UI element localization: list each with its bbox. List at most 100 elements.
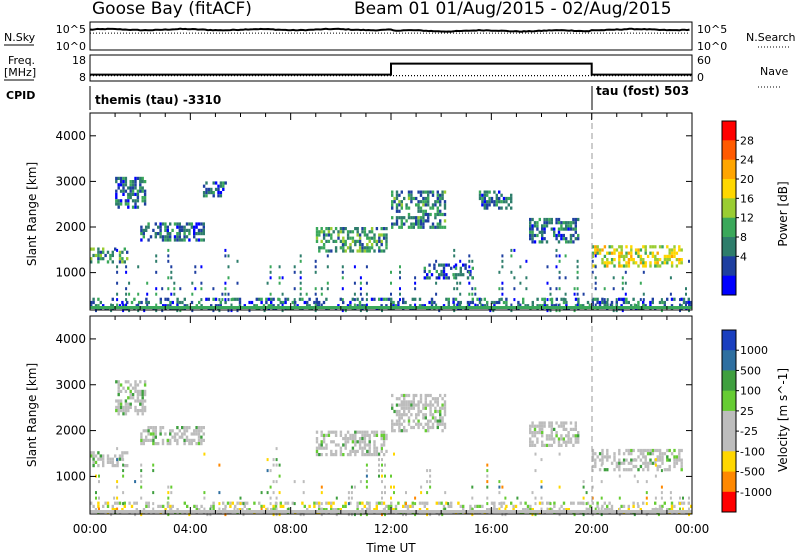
range-cell (359, 513, 362, 517)
range-cell (95, 309, 97, 313)
range-cell (441, 429, 444, 433)
range-cell (363, 446, 367, 450)
range-cell (474, 303, 477, 307)
range-cell (443, 212, 447, 217)
range-cell (128, 501, 131, 505)
range-cell (555, 221, 558, 225)
range-cell (673, 297, 676, 301)
range-cell (573, 513, 576, 517)
range-cell (625, 254, 628, 258)
range-cell (197, 232, 201, 236)
range-cell (102, 250, 105, 254)
range-cell (173, 438, 177, 442)
range-cell (690, 300, 693, 305)
range-cell (378, 236, 381, 240)
range-cell (557, 437, 561, 441)
range-cell (326, 281, 329, 285)
range-cell (322, 233, 326, 237)
range-cell (656, 508, 659, 512)
range-cell (390, 281, 392, 285)
range-cell (320, 287, 323, 291)
range-cell (141, 180, 144, 184)
range-cell (625, 468, 628, 472)
range-cell (166, 228, 169, 232)
range-cell (419, 409, 423, 414)
range-cell (680, 461, 683, 465)
range-cell (263, 309, 266, 313)
range-cell (159, 432, 162, 436)
range-cell (129, 186, 132, 190)
range-cell (169, 432, 172, 436)
range-cell (176, 303, 179, 307)
range-cell (382, 437, 386, 441)
range-cell (405, 491, 407, 495)
range-cell (344, 437, 347, 441)
range-cell (411, 504, 414, 508)
range-cell (615, 464, 619, 469)
range-cell (253, 501, 256, 505)
range-cell (269, 485, 272, 489)
range-cell (370, 297, 374, 301)
range-cell (675, 258, 679, 262)
range-cell (147, 238, 150, 242)
range-cell (519, 501, 522, 505)
range-cell (513, 287, 516, 291)
range-cell (649, 304, 652, 308)
range-cell (266, 507, 269, 511)
range-cell (541, 424, 544, 428)
range-cell (152, 442, 155, 446)
range-cell (453, 254, 456, 258)
range-cell (344, 501, 347, 505)
range-cell (555, 254, 558, 258)
range-cell (167, 496, 170, 500)
range-cell (481, 304, 484, 308)
range-cell (553, 230, 556, 234)
range-cell (269, 292, 272, 296)
range-cell (269, 270, 272, 274)
range-cell (644, 448, 647, 453)
range-cell (483, 304, 486, 308)
range-cell (111, 504, 114, 508)
range-cell (649, 251, 652, 255)
range-cell (266, 281, 269, 285)
range-cell (486, 206, 489, 210)
range-cell (152, 463, 155, 467)
range-cell (185, 222, 189, 226)
range-cell (398, 203, 401, 207)
range-cell (436, 425, 439, 430)
range-cell (382, 249, 386, 253)
range-cell (400, 422, 403, 426)
range-cell (597, 507, 600, 511)
range-cell (368, 236, 371, 240)
range-cell (275, 447, 278, 451)
range-cell (102, 460, 105, 464)
range-cell (161, 287, 164, 291)
range-cell (358, 243, 362, 247)
range-cell (591, 298, 594, 302)
range-cell (330, 249, 333, 253)
y-tick-label: 1000 (55, 266, 86, 280)
range-cell (233, 507, 236, 511)
range-cell (663, 258, 667, 262)
range-cell (405, 513, 407, 517)
range-cell (601, 452, 604, 456)
range-cell (438, 273, 441, 277)
range-cell (441, 196, 444, 201)
range-cell (412, 225, 415, 229)
range-cell (212, 194, 215, 198)
range-cell (685, 303, 687, 307)
range-cell (541, 304, 544, 308)
range-cell (603, 264, 607, 268)
range-cell (541, 230, 544, 234)
range-cell (529, 237, 532, 241)
range-cell (102, 454, 105, 458)
range-cell (407, 406, 411, 410)
range-cell (255, 297, 258, 301)
range-cell (429, 212, 432, 217)
range-cell (94, 508, 98, 512)
range-cell (644, 245, 647, 249)
range-cell (387, 504, 390, 508)
range-cell (668, 448, 671, 453)
range-cell (558, 276, 561, 280)
range-cell (375, 239, 379, 243)
